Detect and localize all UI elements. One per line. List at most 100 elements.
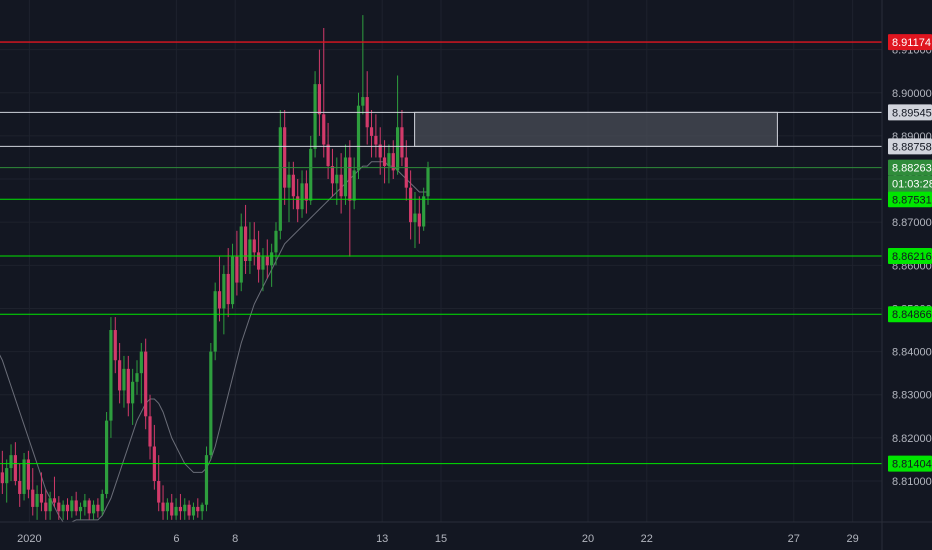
price-tick-label: 8.83000 xyxy=(892,390,932,402)
candle-body xyxy=(91,504,96,514)
time-axis[interactable]: 2020 6 8 13 15 20 22 27 29 xyxy=(17,533,859,545)
candle-body xyxy=(422,196,426,227)
candle-body xyxy=(0,472,4,484)
price-badge xyxy=(888,104,932,121)
candle-body xyxy=(222,273,226,309)
candle-body xyxy=(183,504,187,512)
candle-body xyxy=(118,360,122,391)
candle-body xyxy=(243,226,248,261)
candle-body xyxy=(322,114,326,145)
time-tick-label: 15 xyxy=(435,533,447,545)
candle-body xyxy=(178,506,183,512)
candle-body xyxy=(31,489,35,507)
price-tick-label: 8.87000 xyxy=(892,217,932,229)
time-tick-label: 13 xyxy=(376,533,388,545)
candle-body xyxy=(87,500,91,514)
candle-body xyxy=(135,373,139,382)
candle-body xyxy=(261,256,265,270)
candle-body xyxy=(57,502,61,512)
time-tick-label: 20 xyxy=(582,533,594,545)
price-tick-label: 8.82000 xyxy=(892,433,932,445)
price-badges-layer: 8.91174 8.89545 8.88758 8.88263 8.87531 8.862… xyxy=(888,34,932,472)
price-badge xyxy=(888,306,932,323)
candle-body xyxy=(126,368,130,404)
candle-body xyxy=(304,183,308,201)
candle-body xyxy=(196,506,200,512)
candle-body xyxy=(270,252,274,266)
time-tick-label: 29 xyxy=(846,533,858,545)
candle-body xyxy=(70,500,74,512)
candle-body xyxy=(65,504,70,512)
price-badge xyxy=(888,455,932,472)
candle-body xyxy=(369,127,374,136)
price-tick-label: 8.90000 xyxy=(892,88,932,100)
candle-body xyxy=(131,381,135,404)
price-badge-label: 8.89545 xyxy=(892,107,932,119)
candle-body xyxy=(300,183,304,210)
candle-body xyxy=(170,502,174,516)
time-tick-label: 6 xyxy=(173,533,179,545)
candle-body xyxy=(161,502,165,512)
candle-body xyxy=(13,455,17,482)
candle-body xyxy=(39,493,44,503)
candle-body xyxy=(174,506,178,516)
candle-body xyxy=(209,351,213,456)
candle-body xyxy=(395,127,400,171)
price-badge-label: 8.91174 xyxy=(892,37,931,49)
candle-body xyxy=(378,144,382,158)
candle-body xyxy=(213,291,217,352)
candle-body xyxy=(22,459,26,494)
price-badge-label: 8.81404 xyxy=(892,459,932,471)
price-badge-label: 8.84866 xyxy=(892,309,932,321)
candle-body xyxy=(48,498,52,512)
countdown-label: 01:03:28 xyxy=(892,179,932,191)
candle-body xyxy=(352,170,356,201)
price-badge-label: 8.87531 xyxy=(892,194,932,206)
candle-body xyxy=(74,500,78,512)
candle-body xyxy=(409,187,413,223)
candle-body xyxy=(274,230,278,253)
price-badge xyxy=(888,159,932,176)
candle-body xyxy=(296,196,300,210)
candle-body xyxy=(191,506,196,516)
price-zone-rectangle[interactable] xyxy=(414,111,778,147)
candle-body xyxy=(252,239,256,253)
candle-body xyxy=(52,498,57,503)
time-tick-label: 22 xyxy=(641,533,653,545)
price-badge xyxy=(888,34,932,51)
candle-body xyxy=(165,502,169,512)
candle-body xyxy=(5,468,9,484)
candle-body xyxy=(417,213,421,227)
price-badge xyxy=(888,138,932,155)
candle-body xyxy=(339,174,343,197)
candle-body xyxy=(230,256,235,305)
candle-body xyxy=(139,351,143,374)
candle-body xyxy=(326,144,330,167)
candle-body xyxy=(104,420,109,494)
candle-body xyxy=(391,153,395,171)
candle-body xyxy=(157,481,161,503)
candle-body xyxy=(109,330,113,421)
candle-body xyxy=(226,273,230,305)
price-tick-label: 8.84000 xyxy=(892,347,932,359)
price-badge xyxy=(888,247,932,264)
candle-body xyxy=(148,416,152,447)
candle-body xyxy=(35,493,39,507)
candle-body xyxy=(330,166,335,184)
price-tick-label: 8.81000 xyxy=(892,476,932,488)
candle-body xyxy=(343,157,348,197)
candle-body xyxy=(248,239,252,261)
time-tick-label: 27 xyxy=(788,533,800,545)
candle-body xyxy=(96,504,100,512)
time-tick-label: 2020 xyxy=(17,533,41,545)
candle-body xyxy=(356,105,361,171)
candle-body xyxy=(113,330,117,361)
candle-body xyxy=(265,256,269,266)
candle-body xyxy=(361,97,365,106)
candle-body xyxy=(83,500,87,507)
candle-body xyxy=(404,157,408,188)
candle-body xyxy=(287,174,291,188)
candle-body xyxy=(283,127,287,188)
